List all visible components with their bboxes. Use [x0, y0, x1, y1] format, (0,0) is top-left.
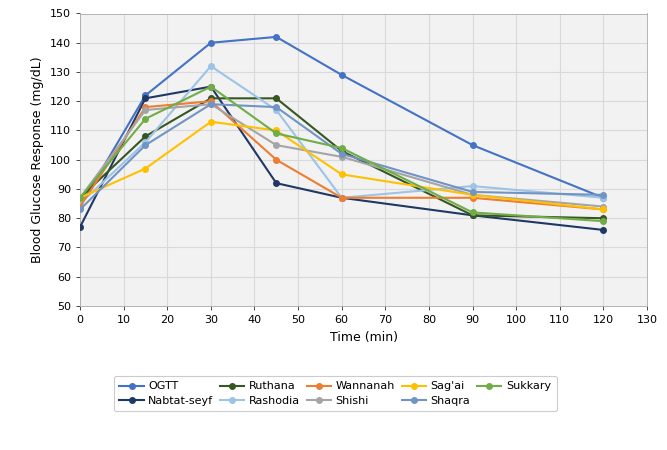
- Shaqra: [468, 189, 476, 194]
- Shishi: [207, 101, 215, 107]
- Sag'ai: [207, 119, 215, 124]
- Sukkary: [76, 195, 84, 200]
- Wannanah: [468, 195, 476, 200]
- Sukkary: [600, 218, 608, 224]
- Rashodia: [272, 107, 280, 112]
- Sukkary: [272, 130, 280, 136]
- Rashodia: [76, 201, 84, 206]
- Ruthana: [207, 95, 215, 101]
- Ruthana: [76, 195, 84, 200]
- Ruthana: [141, 134, 149, 139]
- Shishi: [338, 154, 346, 159]
- Rashodia: [207, 63, 215, 69]
- Line: Shaqra: Shaqra: [77, 101, 606, 212]
- Ruthana: [272, 95, 280, 101]
- X-axis label: Time (min): Time (min): [329, 331, 398, 344]
- Rashodia: [600, 195, 608, 200]
- Shaqra: [600, 192, 608, 198]
- Nabtat-seyf: [600, 227, 608, 233]
- Line: Nabtat-seyf: Nabtat-seyf: [77, 84, 606, 233]
- OGTT: [468, 142, 476, 148]
- OGTT: [141, 93, 149, 98]
- Line: OGTT: OGTT: [77, 34, 606, 209]
- Sukkary: [338, 145, 346, 151]
- Line: Sag'ai: Sag'ai: [77, 119, 606, 212]
- Wannanah: [600, 207, 608, 212]
- Line: Rashodia: Rashodia: [77, 63, 606, 207]
- Sag'ai: [468, 192, 476, 198]
- Ruthana: [338, 148, 346, 153]
- Nabtat-seyf: [76, 224, 84, 230]
- OGTT: [272, 34, 280, 40]
- Shaqra: [76, 207, 84, 212]
- Nabtat-seyf: [468, 212, 476, 218]
- Sag'ai: [600, 207, 608, 212]
- Shishi: [468, 192, 476, 198]
- Rashodia: [141, 140, 149, 145]
- Wannanah: [76, 204, 84, 209]
- Line: Ruthana: Ruthana: [77, 95, 606, 221]
- Shaqra: [141, 142, 149, 148]
- Sukkary: [468, 210, 476, 215]
- Sag'ai: [141, 166, 149, 171]
- Ruthana: [600, 216, 608, 221]
- Wannanah: [272, 157, 280, 162]
- Shishi: [600, 204, 608, 209]
- Line: Shishi: Shishi: [77, 101, 606, 209]
- Rashodia: [338, 195, 346, 200]
- Legend: OGTT, Nabtat-seyf, Ruthana, Rashodia, Wannanah, Shishi, Sag'ai, Shaqra, Sukkary: OGTT, Nabtat-seyf, Ruthana, Rashodia, Wa…: [114, 376, 556, 411]
- Shaqra: [338, 151, 346, 157]
- Ruthana: [468, 212, 476, 218]
- Sag'ai: [76, 195, 84, 200]
- Sukkary: [141, 116, 149, 122]
- Nabtat-seyf: [338, 195, 346, 200]
- Shaqra: [272, 104, 280, 110]
- Shishi: [76, 195, 84, 200]
- Shishi: [272, 142, 280, 148]
- Wannanah: [141, 104, 149, 110]
- Line: Wannanah: Wannanah: [77, 99, 606, 212]
- Wannanah: [338, 195, 346, 200]
- Nabtat-seyf: [272, 180, 280, 186]
- Nabtat-seyf: [207, 84, 215, 89]
- Sag'ai: [272, 128, 280, 133]
- Rashodia: [468, 183, 476, 189]
- Nabtat-seyf: [141, 95, 149, 101]
- Shaqra: [207, 101, 215, 107]
- Line: Sukkary: Sukkary: [77, 84, 606, 224]
- OGTT: [76, 204, 84, 209]
- OGTT: [207, 40, 215, 45]
- OGTT: [338, 72, 346, 77]
- Shishi: [141, 107, 149, 112]
- Wannanah: [207, 99, 215, 104]
- Sag'ai: [338, 171, 346, 177]
- Sukkary: [207, 84, 215, 89]
- OGTT: [600, 195, 608, 200]
- Y-axis label: Blood Glucose Response (mg/dL): Blood Glucose Response (mg/dL): [31, 56, 44, 263]
